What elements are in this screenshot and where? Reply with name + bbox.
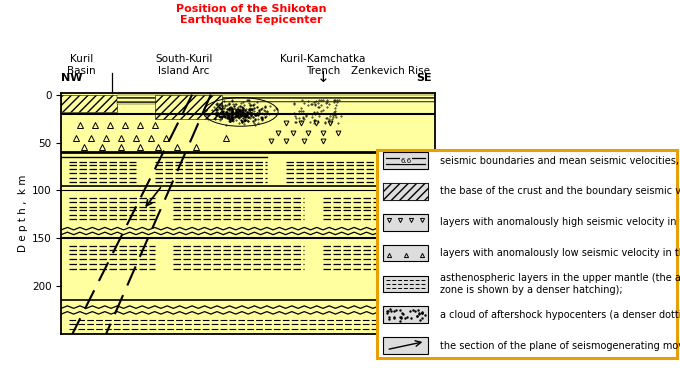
- Text: layers with anomalously low seismic velocity in the upper mantle;: layers with anomalously low seismic velo…: [440, 248, 680, 258]
- Text: Position of the Shikotan
Earthquake Eepicenter: Position of the Shikotan Earthquake Eepi…: [176, 4, 327, 25]
- Bar: [154, 95, 222, 119]
- Bar: [384, 152, 428, 169]
- Text: NW: NW: [61, 73, 83, 83]
- Text: SE: SE: [416, 73, 432, 83]
- Text: the section of the plane of seismogenerating movement, the arrows show displacem: the section of the plane of seismogenera…: [440, 341, 680, 351]
- Bar: [211, 95, 435, 102]
- Text: South-Kuril
Island Arc: South-Kuril Island Arc: [155, 55, 212, 76]
- Bar: [384, 337, 428, 354]
- Text: 6.6: 6.6: [401, 158, 411, 164]
- Text: asthenospheric layers in the upper mantle (the asthenosphere in the seismofocal
: asthenospheric layers in the upper mantl…: [440, 273, 680, 295]
- Bar: [384, 214, 428, 231]
- Bar: [384, 306, 428, 323]
- Bar: [384, 276, 428, 292]
- Bar: [117, 95, 211, 104]
- Bar: [384, 245, 428, 262]
- Y-axis label: D e p t h ,  k m: D e p t h , k m: [18, 175, 28, 252]
- Text: a cloud of aftershock hypocenters (a denser dotting shows the zone of closer gro: a cloud of aftershock hypocenters (a den…: [440, 310, 680, 320]
- Text: Kuril-Kamchatka
Trench: Kuril-Kamchatka Trench: [280, 55, 366, 76]
- Bar: [384, 183, 428, 200]
- Text: Zenkevich Rise: Zenkevich Rise: [352, 66, 430, 76]
- Text: seismic boundaries and mean seismic velocities, km/s;: seismic boundaries and mean seismic velo…: [440, 156, 680, 165]
- Bar: [61, 95, 117, 112]
- Text: ↓: ↓: [317, 70, 329, 85]
- Text: Kuril
Basin: Kuril Basin: [67, 55, 96, 76]
- Text: the base of the crust and the boundary seismic velocities, km/s;: the base of the crust and the boundary s…: [440, 187, 680, 197]
- Text: layers with anomalously high seismic velocity in the upper mantle;: layers with anomalously high seismic vel…: [440, 217, 680, 227]
- Bar: [384, 183, 428, 200]
